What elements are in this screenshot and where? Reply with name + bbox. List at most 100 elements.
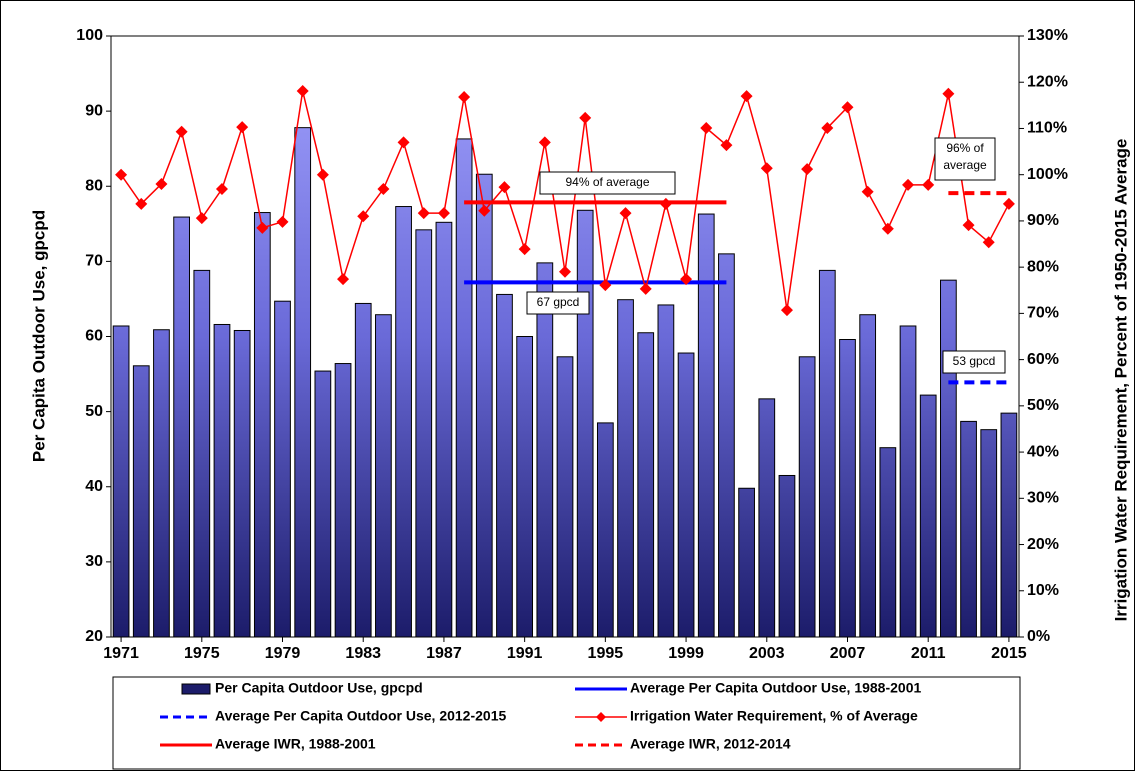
marker <box>175 125 188 138</box>
y-tick-label: 40 <box>85 478 103 495</box>
marker <box>135 197 148 210</box>
x-tick-label: 1987 <box>426 645 462 662</box>
marker <box>962 219 975 232</box>
y2-tick-label: 30% <box>1027 490 1059 507</box>
legend-label: Average Per Capita Outdoor Use, 2012-201… <box>215 708 506 724</box>
marker <box>780 304 793 317</box>
bar <box>899 325 917 638</box>
bar <box>253 212 271 638</box>
marker <box>841 101 854 114</box>
bar <box>173 216 190 638</box>
marker <box>922 178 935 191</box>
y2-tick-label: 50% <box>1027 397 1059 414</box>
y-tick-label: 30 <box>85 553 103 570</box>
bar <box>637 332 655 638</box>
bar <box>879 447 897 638</box>
y2-tick-label: 60% <box>1027 351 1059 368</box>
marker <box>861 185 874 198</box>
bar <box>718 253 735 638</box>
bar <box>213 323 231 638</box>
marker <box>437 207 450 220</box>
y2-tick-label: 70% <box>1027 305 1059 322</box>
x-tick-label: 1991 <box>507 645 543 662</box>
marker <box>760 162 773 175</box>
bar <box>919 394 937 638</box>
marker <box>498 181 511 194</box>
bar <box>294 127 312 638</box>
marker <box>377 183 390 196</box>
annotation: 53 gpcd <box>953 354 996 368</box>
marker <box>417 207 430 220</box>
bar <box>556 356 574 638</box>
bar <box>375 314 392 638</box>
legend-label: Irrigation Water Requirement, % of Avera… <box>630 708 918 724</box>
y2-tick-label: 20% <box>1027 536 1059 553</box>
annotation: 96% of <box>946 141 984 155</box>
bar <box>1000 412 1018 638</box>
y2-tick-label: 10% <box>1027 582 1059 599</box>
bar <box>395 206 412 638</box>
annotation-box <box>934 137 996 181</box>
bar <box>132 365 150 638</box>
x-tick-label: 2011 <box>911 645 946 662</box>
annotation: average <box>943 158 987 172</box>
x-tick-label: 1995 <box>588 645 624 662</box>
marker <box>215 183 228 196</box>
bar <box>617 299 634 638</box>
bar <box>354 302 372 638</box>
bar <box>334 363 352 638</box>
marker <box>195 212 208 225</box>
legend-swatch <box>181 683 211 695</box>
bar <box>153 329 170 638</box>
annotation-box <box>526 291 590 315</box>
marker <box>599 279 612 292</box>
marker <box>236 121 249 134</box>
marker <box>1002 197 1015 210</box>
marker <box>357 210 370 223</box>
marker <box>619 207 632 220</box>
marker <box>902 178 915 191</box>
marker <box>256 221 269 234</box>
y-tick-label: 50 <box>85 403 103 420</box>
marker <box>740 90 753 103</box>
y-tick-label: 80 <box>85 177 103 194</box>
x-tick-label: 1975 <box>184 645 220 662</box>
y-axis-title: Per Capita Outdoor Use, gpcpd <box>29 210 48 462</box>
bar <box>435 221 453 638</box>
bar <box>980 429 998 638</box>
x-tick-label: 2003 <box>749 645 785 662</box>
marker <box>538 136 551 149</box>
bar <box>839 339 856 638</box>
x-tick-label: 1971 <box>103 645 139 662</box>
annotation: 67 gpcd <box>537 295 580 309</box>
marker <box>518 243 531 256</box>
bar <box>596 422 614 638</box>
y2-tick-label: 110% <box>1027 120 1067 137</box>
legend-label: Average IWR, 2012-2014 <box>630 736 791 752</box>
bar <box>516 336 534 638</box>
legend-marker <box>596 712 606 722</box>
bar <box>233 329 251 638</box>
bar <box>818 269 836 638</box>
y-tick-label: 90 <box>85 102 103 119</box>
y2-tick-label: 80% <box>1027 258 1059 275</box>
bar <box>274 300 291 638</box>
marker <box>458 91 471 104</box>
y-tick-label: 20 <box>85 628 103 645</box>
y2-tick-label: 130% <box>1027 27 1068 44</box>
x-tick-label: 2015 <box>991 645 1027 662</box>
y2-tick-label: 40% <box>1027 443 1059 460</box>
y2-axis-title: Irrigation Water Requirement, Percent of… <box>1111 139 1130 622</box>
marker <box>579 111 592 124</box>
bar <box>738 487 755 638</box>
x-tick-label: 1979 <box>265 645 301 662</box>
legend-label: Per Capita Outdoor Use, gpcpd <box>215 680 423 696</box>
x-tick-label: 2007 <box>830 645 866 662</box>
marker <box>700 121 713 134</box>
marker <box>881 222 894 235</box>
marker <box>478 204 491 217</box>
marker <box>316 168 329 181</box>
marker <box>559 265 571 278</box>
bar <box>798 356 816 638</box>
